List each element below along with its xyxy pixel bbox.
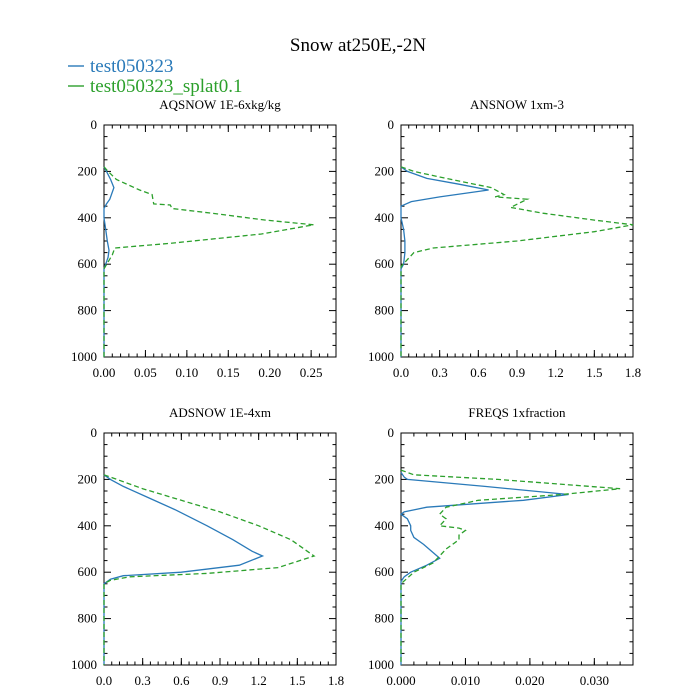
y-tick-label: 1000 <box>71 349 97 364</box>
y-tick-label: 600 <box>375 564 395 579</box>
x-tick-label: 1.2 <box>251 673 267 688</box>
x-tick-label: 0.20 <box>258 365 281 380</box>
x-tick-label: 0.0 <box>393 365 409 380</box>
panel-title: FREQS 1xfraction <box>468 405 566 420</box>
y-tick-label: 200 <box>375 471 395 486</box>
series-line-1 <box>400 166 489 357</box>
x-tick-label: 0.6 <box>173 673 190 688</box>
y-tick-label: 200 <box>375 163 395 178</box>
panel-title: ADSNOW 1E-4xm <box>169 405 271 420</box>
y-tick-label: 0 <box>388 425 395 440</box>
series-line-1 <box>103 474 265 665</box>
x-tick-label: 1.5 <box>586 365 602 380</box>
x-tick-label: 0.010 <box>451 673 480 688</box>
figure-title: Snow at250E,-2N <box>290 35 426 56</box>
y-tick-label: 400 <box>78 210 98 225</box>
x-tick-label: 0.25 <box>300 365 323 380</box>
y-tick-label: 1000 <box>368 657 394 672</box>
y-tick-label: 200 <box>78 163 98 178</box>
x-tick-label: 1.8 <box>328 673 344 688</box>
y-tick-label: 0 <box>388 117 395 132</box>
x-tick-label: 0.3 <box>135 673 151 688</box>
y-tick-label: 800 <box>78 303 98 318</box>
y-tick-label: 1000 <box>368 349 394 364</box>
panel-title: AQSNOW 1E-6xkg/kg <box>159 97 281 112</box>
y-tick-label: 800 <box>375 611 395 626</box>
series-line-2 <box>400 469 621 665</box>
x-tick-label: 1.2 <box>548 365 564 380</box>
legend-label-series1: test050323 <box>90 56 173 77</box>
plot-frame <box>400 432 634 666</box>
x-tick-label: 0.05 <box>134 365 157 380</box>
y-tick-label: 0 <box>91 117 98 132</box>
x-tick-label: 0.0 <box>96 673 112 688</box>
y-tick-label: 0 <box>91 425 98 440</box>
legend: test050323 test050323_splat0.1 <box>68 56 243 97</box>
series-line-2 <box>103 474 316 665</box>
series-line-2 <box>400 166 634 357</box>
x-tick-label: 0.9 <box>212 673 228 688</box>
y-tick-label: 600 <box>375 256 395 271</box>
legend-label-series2: test050323_splat0.1 <box>90 76 243 97</box>
panel-title: ANSNOW 1xm-3 <box>470 97 564 112</box>
x-tick-label: 0.6 <box>470 365 487 380</box>
y-tick-label: 800 <box>375 303 395 318</box>
y-tick-label: 400 <box>78 518 98 533</box>
y-tick-label: 1000 <box>71 657 97 672</box>
x-tick-label: 0.030 <box>580 673 609 688</box>
y-tick-label: 400 <box>375 210 395 225</box>
x-tick-label: 0.00 <box>93 365 116 380</box>
y-tick-label: 600 <box>78 256 98 271</box>
x-tick-label: 0.10 <box>175 365 198 380</box>
x-tick-label: 1.5 <box>289 673 305 688</box>
y-tick-label: 200 <box>78 471 98 486</box>
series-line-1 <box>399 472 569 665</box>
plot-frame <box>103 124 337 358</box>
y-tick-label: 800 <box>78 611 98 626</box>
x-tick-label: 0.000 <box>386 673 415 688</box>
series-line-1 <box>103 166 115 357</box>
x-tick-label: 0.15 <box>217 365 240 380</box>
series-line-2 <box>103 166 314 357</box>
x-tick-label: 0.9 <box>509 365 525 380</box>
plot-frame <box>103 432 337 666</box>
x-tick-label: 0.020 <box>515 673 544 688</box>
x-tick-label: 0.3 <box>432 365 448 380</box>
y-tick-label: 400 <box>375 518 395 533</box>
y-tick-label: 600 <box>78 564 98 579</box>
x-tick-label: 1.8 <box>625 365 641 380</box>
